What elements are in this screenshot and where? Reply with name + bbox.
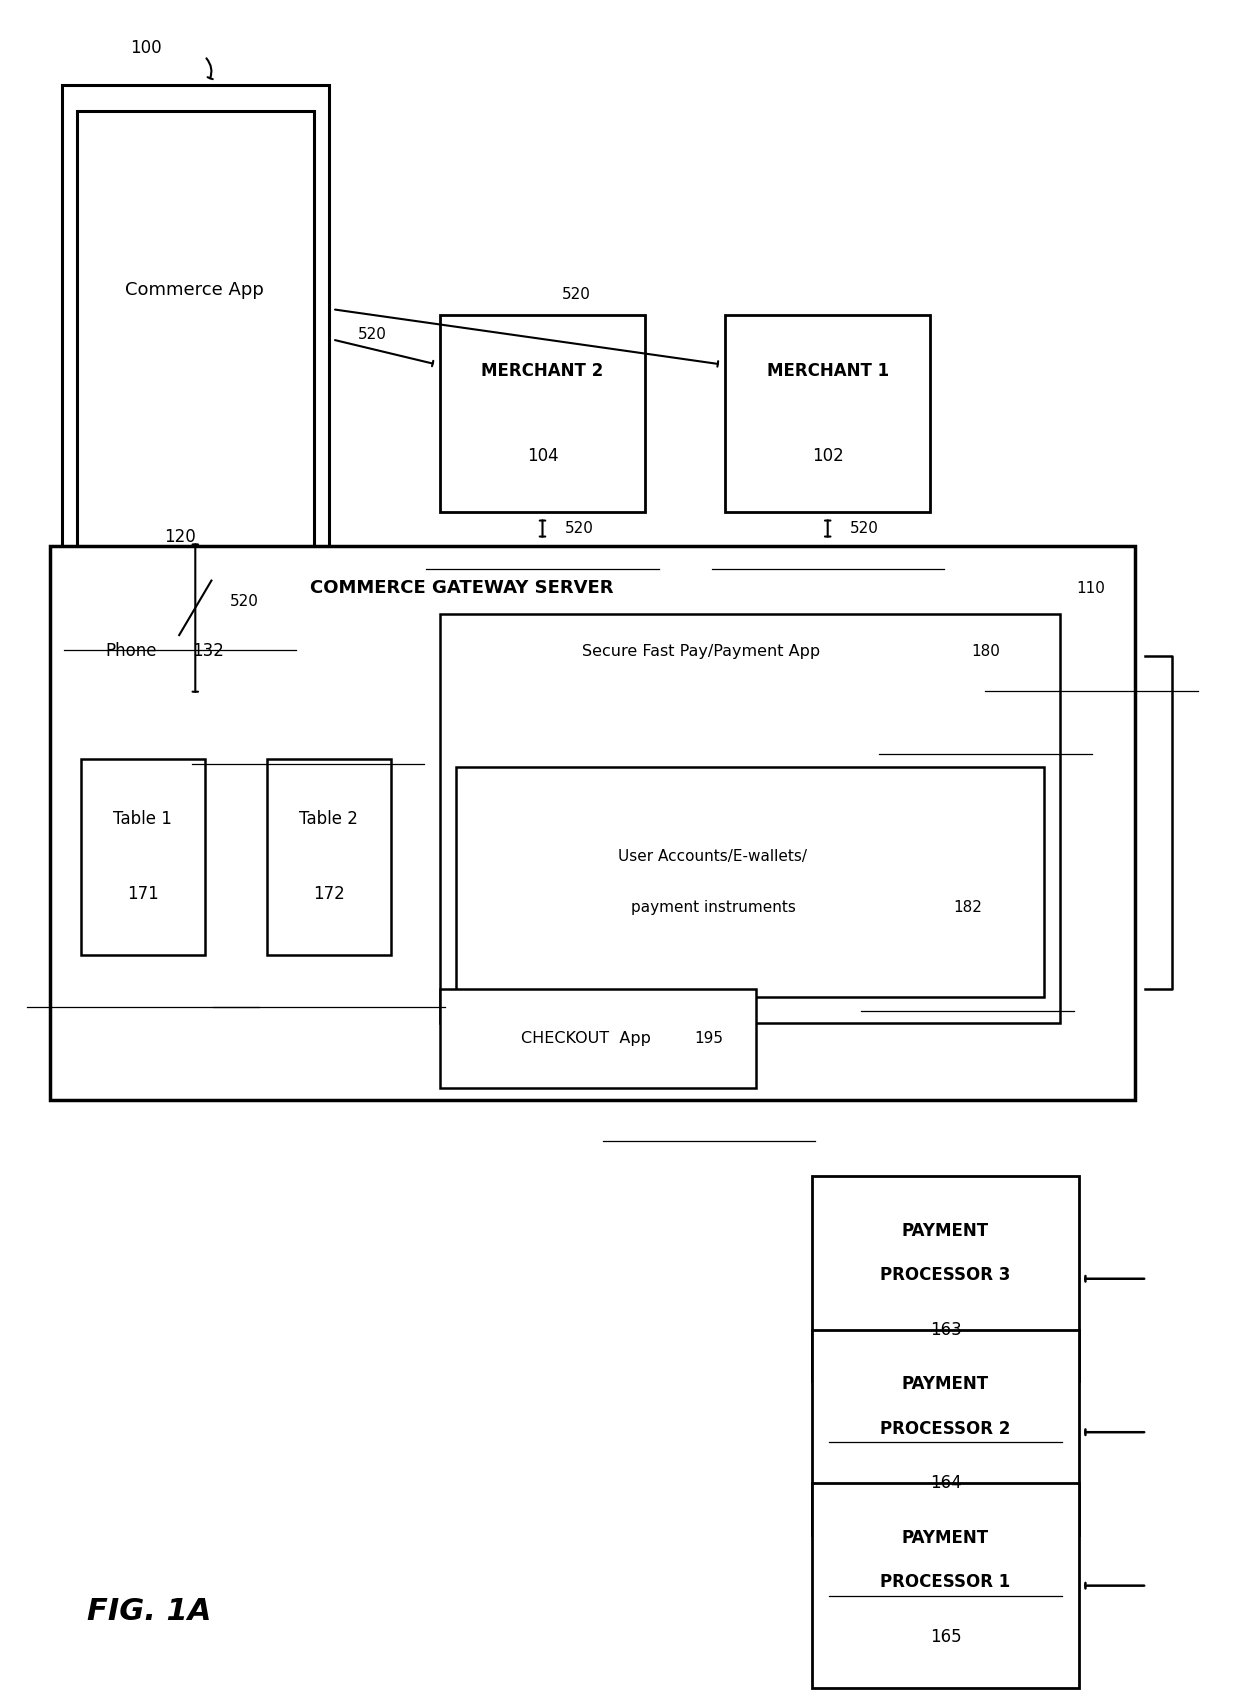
Text: PROCESSOR 1: PROCESSOR 1	[880, 1574, 1011, 1591]
Text: Table 1: Table 1	[113, 810, 172, 829]
Bar	[812, 1176, 1079, 1381]
Text: CHECKOUT  App: CHECKOUT App	[521, 1032, 651, 1045]
Text: 520: 520	[565, 522, 594, 535]
Bar	[440, 989, 756, 1088]
Text: 182: 182	[954, 900, 982, 916]
Bar	[50, 546, 1135, 1100]
Text: 163: 163	[930, 1321, 961, 1338]
Text: 520: 520	[562, 286, 591, 302]
Bar	[725, 315, 930, 512]
Bar	[456, 767, 1044, 997]
Bar	[812, 1483, 1079, 1688]
Bar	[440, 315, 645, 512]
Text: Secure Fast Pay/Payment App: Secure Fast Pay/Payment App	[582, 644, 820, 658]
Bar	[81, 759, 205, 955]
Text: COMMERCE GATEWAY SERVER: COMMERCE GATEWAY SERVER	[310, 580, 614, 597]
Text: 165: 165	[930, 1628, 961, 1645]
Text: PROCESSOR 3: PROCESSOR 3	[880, 1267, 1011, 1284]
Text: Commerce App: Commerce App	[125, 281, 264, 298]
Text: MERCHANT 1: MERCHANT 1	[766, 361, 889, 380]
Text: 520: 520	[851, 522, 879, 535]
Text: PAYMENT: PAYMENT	[901, 1222, 990, 1240]
Bar	[77, 111, 314, 605]
Text: 520: 520	[357, 327, 387, 343]
Text: PAYMENT: PAYMENT	[901, 1529, 990, 1546]
Bar	[812, 1330, 1079, 1534]
Text: Table 2: Table 2	[299, 810, 358, 829]
Text: 104: 104	[527, 447, 558, 465]
Text: 164: 164	[930, 1475, 961, 1492]
Bar	[440, 614, 1060, 1023]
Text: 180: 180	[971, 644, 1001, 658]
Text: payment instruments: payment instruments	[631, 900, 795, 916]
Bar	[62, 85, 329, 691]
Text: 110: 110	[1076, 581, 1106, 595]
Text: PROCESSOR 2: PROCESSOR 2	[880, 1420, 1011, 1437]
Text: 171: 171	[126, 885, 159, 904]
Text: MERCHANT 2: MERCHANT 2	[481, 361, 604, 380]
Text: 195: 195	[694, 1032, 723, 1045]
Text: Phone: Phone	[105, 643, 157, 660]
Text: 520: 520	[231, 593, 259, 609]
Text: 132: 132	[192, 643, 224, 660]
Text: User Accounts/E-wallets/: User Accounts/E-wallets/	[619, 849, 807, 864]
Text: PAYMENT: PAYMENT	[901, 1376, 990, 1393]
Text: FIG. 1A: FIG. 1A	[87, 1596, 211, 1627]
Text: 102: 102	[812, 447, 843, 465]
Text: 120: 120	[164, 529, 196, 546]
Text: 172: 172	[312, 885, 345, 904]
Bar	[267, 759, 391, 955]
Text: 100: 100	[130, 39, 162, 56]
